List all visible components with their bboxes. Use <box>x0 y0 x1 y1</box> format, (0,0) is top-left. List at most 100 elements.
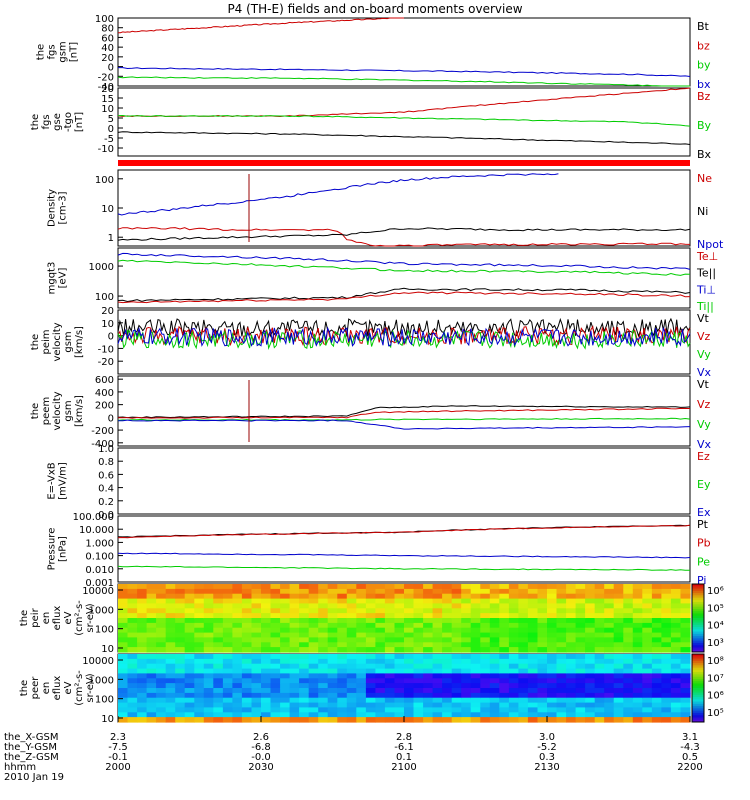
spectrogram-cell <box>566 608 577 614</box>
spectrogram-cell <box>499 593 510 600</box>
spectrogram-cell <box>394 712 405 718</box>
spectrogram-cell <box>547 637 558 643</box>
spectrogram-cell <box>232 622 243 629</box>
spectrogram-cell <box>404 712 415 718</box>
spectrogram-cell <box>680 654 691 660</box>
spectrogram-cell <box>432 584 443 590</box>
spectrogram-cell <box>222 654 233 660</box>
x-tick-label: -6.8 <box>251 742 271 753</box>
spectrogram-cell <box>137 642 148 648</box>
spectrogram-cell <box>680 618 691 624</box>
spectrogram-cell <box>537 717 548 723</box>
legend-entry: Ni <box>697 205 708 218</box>
y-axis-label: gsm <box>63 400 74 421</box>
spectrogram-cell <box>346 673 357 679</box>
spectrogram-cell <box>184 712 195 718</box>
spectrogram-cell <box>203 654 214 660</box>
spectrogram-cell <box>203 642 214 648</box>
spectrogram-cell <box>404 584 415 590</box>
spectrogram-cell <box>375 707 386 713</box>
spectrogram-cell <box>327 702 338 709</box>
spectrogram-cell <box>489 608 500 614</box>
x-tick-label: 2000 <box>105 762 130 773</box>
y-axis-label: (cm²-s- <box>74 600 85 636</box>
x-tick-label: 0.5 <box>682 752 698 763</box>
spectrogram-cell <box>680 613 691 619</box>
spectrogram-cell <box>251 647 262 653</box>
spectrogram-cell <box>289 697 300 704</box>
spectrogram-cell <box>203 622 214 629</box>
spectrogram-cell <box>623 658 634 665</box>
spectrogram-cell <box>442 707 453 713</box>
spectrogram-cell <box>489 603 500 609</box>
spectrogram-cell <box>365 632 376 639</box>
spectrogram-cell <box>480 647 491 653</box>
legend-entry: Vz <box>697 330 711 343</box>
spectrogram-cell <box>604 642 615 648</box>
spectrogram-cell <box>470 603 481 609</box>
spectrogram-cell <box>432 717 443 723</box>
legend-entry: bx <box>697 78 711 91</box>
spectrogram-cell <box>518 598 529 605</box>
spectrogram-cell <box>251 697 262 704</box>
spectrogram-cell <box>175 683 186 689</box>
spectrogram-cell <box>442 683 453 689</box>
spectrogram-cell <box>251 642 262 648</box>
spectrogram-cell <box>604 637 615 643</box>
spectrogram-cell <box>365 683 376 689</box>
spectrogram-cell <box>642 702 653 709</box>
spectrogram-cell <box>318 593 329 600</box>
spectrogram-cell <box>337 603 348 609</box>
spectrogram-cell <box>680 588 691 595</box>
spectrogram-cell <box>585 683 596 689</box>
spectrogram-cell <box>194 598 205 605</box>
spectrogram-cell <box>327 593 338 600</box>
spectrogram-cell <box>375 588 386 595</box>
spectrogram-cell <box>585 627 596 634</box>
spectrogram-cell <box>566 654 577 660</box>
y-tick-label: 80 <box>101 24 114 35</box>
spectrogram-cell <box>470 717 481 723</box>
spectrogram-cell <box>661 707 672 713</box>
spectrogram-cell <box>508 658 519 665</box>
spectrogram-cell <box>308 598 319 605</box>
spectrogram-cell <box>451 668 462 675</box>
spectrogram-cell <box>232 593 243 600</box>
spectrogram-cell <box>651 647 662 653</box>
spectrogram-cell <box>566 593 577 600</box>
spectrogram-cell <box>680 598 691 605</box>
spectrogram-cell <box>566 613 577 619</box>
spectrogram-cell <box>508 688 519 694</box>
spectrogram-cell <box>527 717 538 723</box>
spectrogram-cell <box>261 632 272 639</box>
spectrogram-cell <box>461 673 472 679</box>
spectrogram-cell <box>404 654 415 660</box>
spectrogram-cell <box>480 588 491 595</box>
spectrogram-cell <box>613 618 624 624</box>
spectrogram-cell <box>184 642 195 648</box>
spectrogram-cell <box>165 712 176 718</box>
spectrogram-cell <box>118 618 129 624</box>
spectrogram-cell <box>289 598 300 605</box>
spectrogram-cell <box>489 692 500 699</box>
spectrogram-cell <box>137 683 148 689</box>
y-tick-label: 20 <box>101 306 114 317</box>
spectrogram-cell <box>375 622 386 629</box>
spectrogram-cell <box>613 654 624 660</box>
spectrogram-cell <box>404 663 415 670</box>
spectrogram-cell <box>375 593 386 600</box>
spectrogram-cell <box>184 632 195 639</box>
spectrogram-cell <box>118 593 129 600</box>
spectrogram-cell <box>346 654 357 660</box>
spectrogram-cell <box>642 603 653 609</box>
spectrogram-cell <box>327 627 338 634</box>
spectrogram-cell <box>566 697 577 704</box>
spectrogram-cell <box>137 637 148 643</box>
spectrogram-cell <box>365 584 376 590</box>
spectrogram-cell <box>575 658 586 665</box>
spectrogram-cell <box>585 608 596 614</box>
spectrogram-cell <box>127 588 138 595</box>
spectrogram-cell <box>613 712 624 718</box>
spectrogram-cell <box>394 673 405 679</box>
spectrogram-cell <box>642 697 653 704</box>
